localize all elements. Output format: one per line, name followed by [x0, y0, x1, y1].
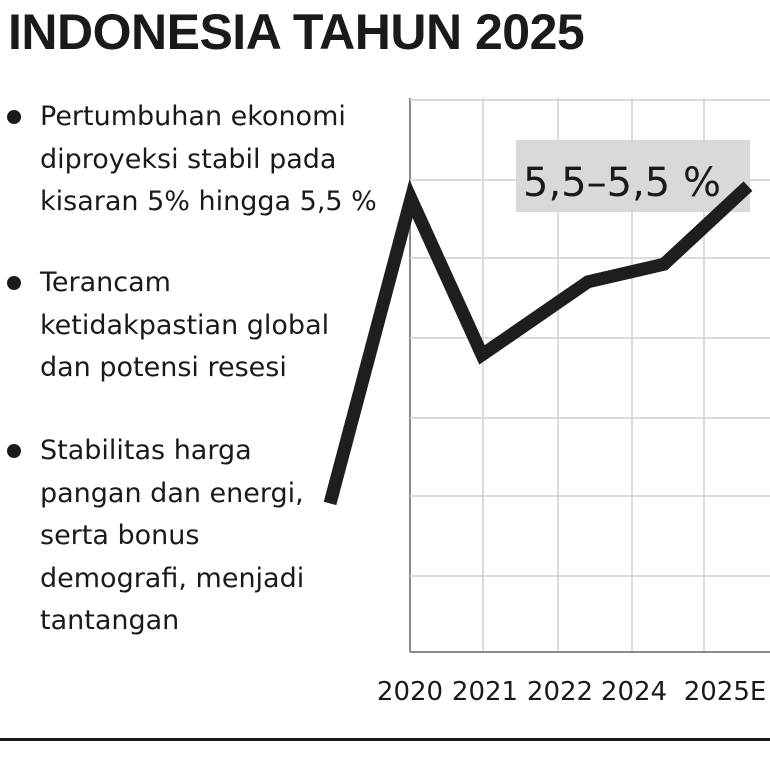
bullet-dot-icon [7, 110, 21, 124]
x-tick-label: 2022 [527, 677, 593, 707]
series-line [323, 179, 753, 506]
bullet-dot-icon [7, 444, 21, 458]
page-title: INDONESIA TAHUN 2025 [8, 4, 585, 60]
bullet-dot-icon [7, 276, 21, 290]
bottom-divider [0, 738, 770, 741]
x-tick-label: 2024 [601, 677, 667, 707]
x-tick-label: 2020 [377, 677, 443, 707]
x-tick-label: 2021 [452, 677, 518, 707]
x-tick-label: 2025E [684, 677, 767, 707]
bullet-list: Pertumbuhan ekonomi diproyeksi stabil pa… [0, 0, 400, 700]
bullet-text-1: Pertumbuhan ekonomi diproyeksi stabil pa… [40, 101, 377, 217]
bullet-text-3: Stabilitas harga pangan dan energi, sert… [40, 435, 305, 636]
annotation-box [516, 140, 750, 212]
annotation-label: 5,5–5,5 % [523, 160, 721, 206]
bullet-text-2: Terancam ketidakpastian global dan poten… [40, 267, 330, 383]
